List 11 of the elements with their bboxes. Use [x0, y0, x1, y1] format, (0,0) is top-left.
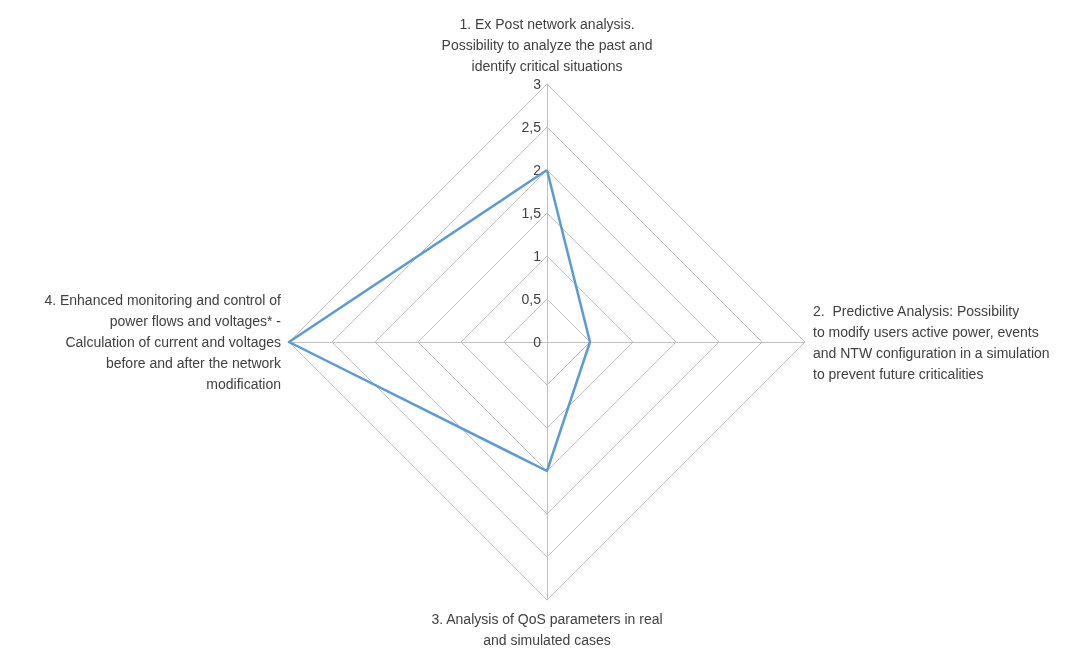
spoke-label: 4. Enhanced monitoring and control of power flows and voltages* - Calculation of current and voltages before and after the network modification	[44, 292, 282, 392]
y-tick-label: 3	[533, 76, 542, 92]
y-tick-label: 2	[533, 162, 542, 178]
y-tick-label: 0	[533, 334, 542, 350]
spoke-label: 3. Analysis of QoS parameters in real and simulated cases	[431, 610, 663, 648]
spoke-label: 1. Ex Post network analysis. Possibility to analyze the past and identify critical situations	[441, 15, 653, 74]
y-tick-label: 0,5	[521, 291, 542, 307]
y-tick-label: 2,5	[521, 119, 542, 135]
spoke-label: 2. Predictive Analysis: Possibility to modify users active power, events and NTW configuration in a simulation to prevent future criticalities	[813, 302, 1050, 382]
y-tick-label: 1,5	[521, 205, 542, 221]
y-tick-label: 1	[533, 248, 542, 264]
